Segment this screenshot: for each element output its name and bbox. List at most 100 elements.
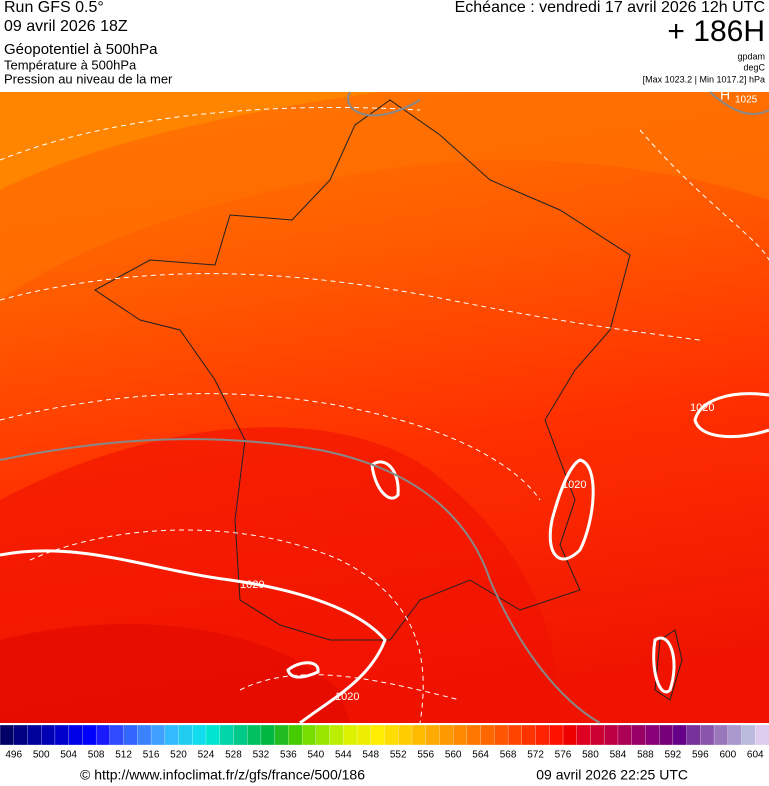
color-swatch xyxy=(672,724,688,746)
geopotential-lines xyxy=(0,91,769,724)
color-swatch xyxy=(356,724,372,746)
color-swatch xyxy=(82,724,97,746)
scale-label: 528 xyxy=(225,750,242,761)
color-swatch xyxy=(178,724,193,746)
color-swatch xyxy=(260,724,276,746)
unit: gpdam xyxy=(737,51,765,61)
color-swatch xyxy=(590,724,605,746)
field: Température à 500hPa xyxy=(4,57,137,72)
color-swatch xyxy=(425,724,441,746)
high-marker: H xyxy=(720,87,730,103)
color-swatch xyxy=(562,724,578,746)
scale-label: 504 xyxy=(60,750,77,761)
color-swatch xyxy=(727,724,743,746)
scale-label: 508 xyxy=(88,750,105,761)
color-swatch xyxy=(137,724,152,746)
color-swatch xyxy=(95,724,111,746)
scale-label: 544 xyxy=(335,750,352,761)
scale-label: 548 xyxy=(362,750,379,761)
temp-band xyxy=(0,92,769,300)
field: Pression au niveau de la mer xyxy=(4,71,173,86)
color-swatch xyxy=(205,724,221,746)
scale-label: 564 xyxy=(472,750,489,761)
unit: degC xyxy=(743,62,765,72)
scale-label: 540 xyxy=(307,750,324,761)
color-swatch xyxy=(631,724,647,746)
color-swatch xyxy=(453,724,468,746)
color-swatch xyxy=(604,724,619,746)
isobars xyxy=(0,392,769,725)
color-swatch xyxy=(521,724,537,746)
color-swatch xyxy=(507,724,523,746)
valid-time: Echéance : vendredi 17 avril 2026 12h UT… xyxy=(455,0,765,16)
color-swatch xyxy=(68,724,84,746)
scale-label: 512 xyxy=(115,750,132,761)
temp-band xyxy=(0,92,380,190)
coastline xyxy=(94,99,631,641)
lead-time: + 186H xyxy=(667,15,765,48)
color-swatch xyxy=(13,724,29,746)
color-swatch xyxy=(192,724,207,746)
color-swatch xyxy=(741,724,756,746)
map: 1020 1020 1020 1020 H 1025 xyxy=(0,87,769,725)
generated-date: 09 avril 2026 22:25 UTC xyxy=(536,767,688,783)
scale-label: 536 xyxy=(280,750,297,761)
color-swatch xyxy=(398,724,413,746)
isobar-label: 1020 xyxy=(240,579,264,591)
color-swatch xyxy=(658,724,674,746)
color-swatch xyxy=(233,724,248,746)
isobar-label: 1020 xyxy=(690,402,714,414)
scale-label: 576 xyxy=(555,750,572,761)
source-url: © http://www.infoclimat.fr/z/gfs/france/… xyxy=(80,767,365,783)
color-swatch xyxy=(700,724,715,746)
scale-label: 588 xyxy=(637,750,654,761)
scale-label: 560 xyxy=(445,750,462,761)
scale-label: 600 xyxy=(719,750,736,761)
scale-label: 604 xyxy=(747,750,764,761)
scale-label: 500 xyxy=(33,750,50,761)
scale-label: 568 xyxy=(500,750,517,761)
run: Run GFS 0.5° xyxy=(4,0,104,16)
color-swatch xyxy=(713,724,729,746)
isobar-label: 1020 xyxy=(335,691,359,703)
color-swatch xyxy=(617,724,633,746)
scale-label: 592 xyxy=(665,750,682,761)
corsica xyxy=(654,629,683,701)
scale-label: 552 xyxy=(390,750,407,761)
color-swatch xyxy=(288,724,303,746)
scale-label: 556 xyxy=(417,750,434,761)
scale-label: 596 xyxy=(692,750,709,761)
color-swatch xyxy=(686,724,701,746)
scale-label: 496 xyxy=(5,750,22,761)
isobar-label: 1020 xyxy=(562,479,586,491)
color-swatch xyxy=(370,724,386,746)
color-swatch xyxy=(150,724,166,746)
color-swatch xyxy=(576,724,592,746)
color-swatch xyxy=(219,724,235,746)
scale-label: 584 xyxy=(610,750,627,761)
scale-label: 572 xyxy=(527,750,544,761)
scale-label: 524 xyxy=(198,750,215,761)
color-swatch xyxy=(494,724,509,746)
color-swatch xyxy=(755,724,769,746)
run-date: 09 avril 2026 18Z xyxy=(4,18,128,35)
color-swatch xyxy=(247,724,262,746)
color-swatch xyxy=(343,724,358,746)
scale-label: 516 xyxy=(143,750,160,761)
color-swatch xyxy=(549,724,564,746)
color-swatch xyxy=(54,724,70,746)
color-swatch xyxy=(411,724,427,746)
color-swatch xyxy=(480,724,496,746)
temperature-contours xyxy=(0,106,769,724)
color-swatch xyxy=(27,724,42,746)
color-swatch xyxy=(41,724,56,746)
color-swatch xyxy=(384,724,399,746)
color-swatch xyxy=(123,724,138,746)
color-swatch xyxy=(274,724,290,746)
scale-label: 520 xyxy=(170,750,187,761)
color-swatch xyxy=(109,724,125,746)
pressure-range: [Max 1023.2 | Min 1017.2] hPa xyxy=(643,74,765,84)
color-swatch xyxy=(315,724,331,746)
color-swatch xyxy=(329,724,344,746)
